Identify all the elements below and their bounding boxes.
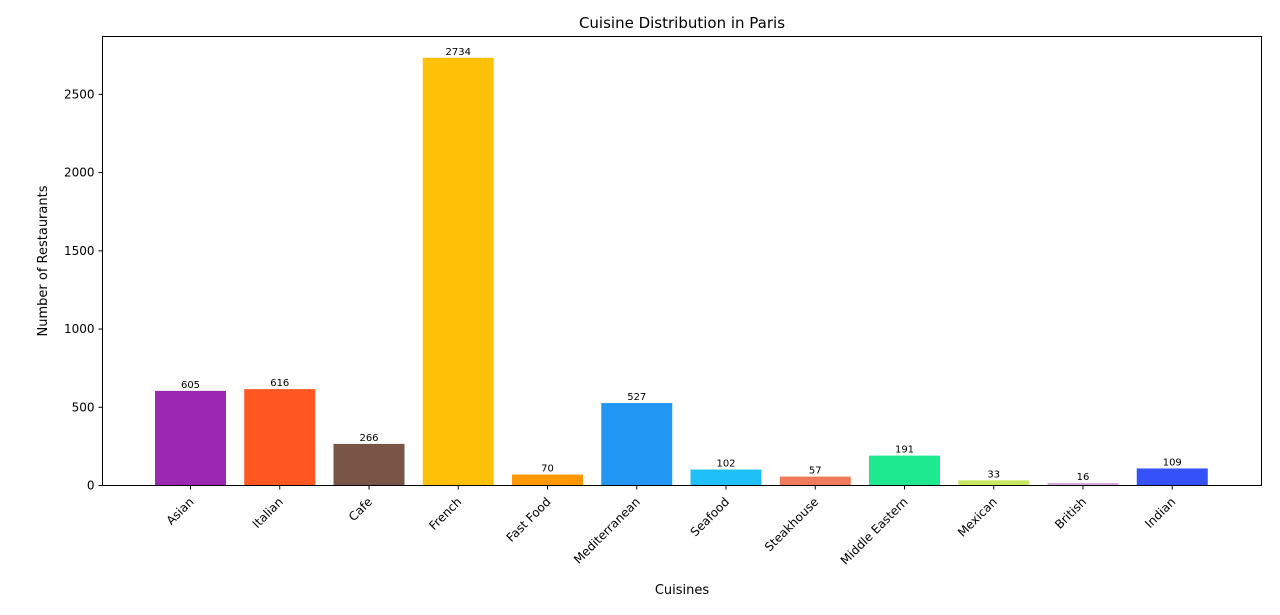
x-tick-label: Italian [250, 495, 286, 531]
x-tick-label: British [1052, 495, 1089, 532]
bar-british [1047, 483, 1119, 486]
bar-fast-food [512, 474, 583, 486]
y-tick-label: 1000 [64, 322, 95, 336]
data-label: 33 [987, 469, 1000, 480]
data-label: 266 [359, 433, 378, 444]
bar-italian [244, 389, 316, 486]
data-labels-layer: 605 616 266 2734 70 527 102 57 191 33 16 109 [181, 47, 1182, 483]
chart-title: Cuisine Distribution in Paris [579, 14, 785, 32]
bar-cafe [333, 443, 405, 486]
data-label: 102 [716, 459, 735, 470]
data-label: 57 [809, 466, 822, 477]
data-label: 616 [270, 378, 289, 389]
bars-layer [155, 57, 1208, 486]
bar-mediterranean [601, 403, 673, 486]
x-axis: Asian Italian Cafe French Fast Food Mediterra… [164, 485, 1178, 568]
data-label: 109 [1163, 457, 1182, 468]
bar-indian [1136, 468, 1208, 486]
data-label: 2734 [446, 47, 471, 58]
x-tick-label: Steakhouse [762, 495, 822, 555]
x-axis-label: Cuisines [655, 583, 710, 598]
data-label: 605 [181, 380, 200, 391]
x-tick-label: Mediterranean [571, 495, 643, 567]
bar-steakhouse [779, 476, 851, 486]
bar-middle-eastern [869, 455, 940, 486]
y-tick-label: 2000 [64, 166, 95, 180]
y-axis: 0 500 1000 1500 2000 2500 [64, 87, 103, 493]
y-axis-label: Number of Restaurants [36, 185, 51, 336]
x-tick-label: Asian [164, 495, 197, 528]
x-tick-label: Mexican [955, 495, 1000, 540]
x-tick-label: French [426, 495, 464, 533]
x-tick-label: Cafe [346, 495, 375, 524]
y-tick-label: 2500 [64, 87, 95, 101]
y-tick-label: 0 [87, 479, 95, 493]
y-tick-label: 1500 [64, 244, 95, 258]
x-tick-label: Fast Food [504, 495, 554, 545]
bar-asian [155, 390, 226, 486]
bar-seafood [690, 469, 762, 486]
y-tick-label: 500 [72, 400, 95, 414]
data-label: 527 [627, 392, 646, 403]
bar-french [422, 57, 494, 486]
bar-mexican [958, 480, 1030, 486]
plot-frame [102, 36, 1262, 486]
data-label: 70 [541, 464, 554, 475]
x-tick-label: Seafood [688, 495, 732, 539]
x-tick-label: Indian [1142, 495, 1178, 531]
data-label: 191 [895, 445, 914, 456]
x-tick-label: Middle Eastern [838, 495, 911, 568]
data-label: 16 [1077, 472, 1090, 483]
